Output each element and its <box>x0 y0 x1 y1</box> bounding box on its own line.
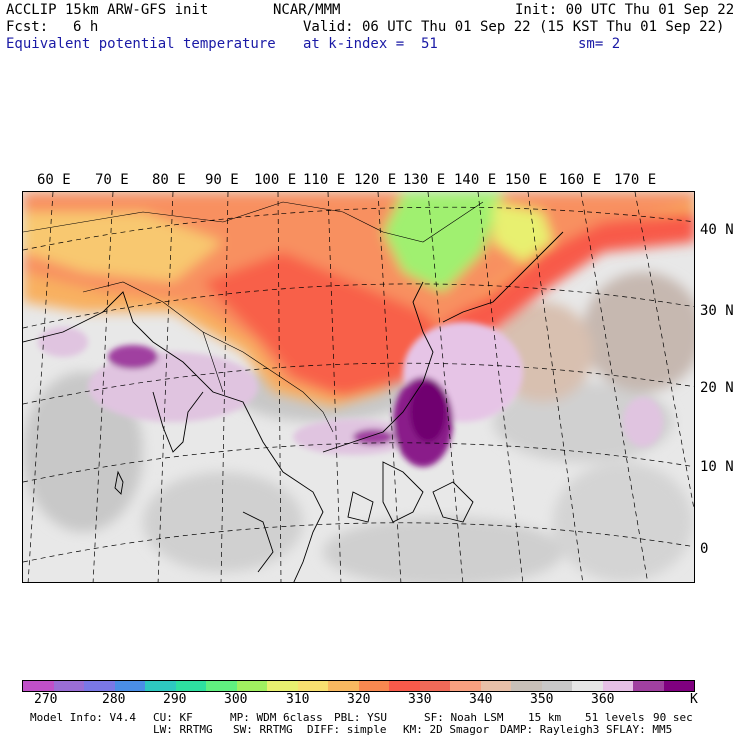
lon-label: 90 E <box>205 172 239 188</box>
init-time: Init: 00 UTC Thu 01 Sep 22 <box>515 2 735 18</box>
colorbar-swatch <box>297 681 328 691</box>
field-purple-areas <box>38 322 663 467</box>
graticule <box>23 192 694 582</box>
model-info-sw: SW: RRTMG <box>233 723 293 736</box>
lat-label: 30 N <box>700 303 734 319</box>
org-label: NCAR/MMM <box>273 2 341 18</box>
colorbar-tick: 350 <box>530 692 554 707</box>
lon-label: 170 E <box>614 172 657 188</box>
lon-label: 130 E <box>403 172 446 188</box>
lon-label: 80 E <box>152 172 186 188</box>
model-info-mp: MP: WDM 6class <box>230 711 323 724</box>
colorbar-tick: 280 <box>102 692 126 707</box>
lon-label: 100 E <box>254 172 297 188</box>
theta-e-field-map <box>23 192 694 582</box>
colorbar-swatch <box>267 681 298 691</box>
coastlines <box>23 231 564 582</box>
colorbar-swatch <box>602 681 633 691</box>
lon-label: 120 E <box>354 172 397 188</box>
field-name: Equivalent potential temperature <box>6 36 276 52</box>
lon-label: 160 E <box>559 172 602 188</box>
colorbar-tick: 270 <box>34 692 58 707</box>
colorbar-tick: 300 <box>224 692 248 707</box>
colorbar-tick: 290 <box>163 692 187 707</box>
model-title: ACCLIP 15km ARW-GFS init <box>6 2 209 18</box>
colorbar-swatch <box>572 681 603 691</box>
colorbar-swatch <box>541 681 572 691</box>
lon-label: 150 E <box>505 172 548 188</box>
colorbar-tick: 310 <box>286 692 310 707</box>
colorbar-tick: 360 <box>591 692 615 707</box>
lon-label: 110 E <box>303 172 346 188</box>
model-info-damp: DAMP: Rayleigh3 <box>500 723 600 736</box>
model-info-version: Model Info: V4.4 <box>30 711 136 724</box>
level-index: at k-index = 51 <box>303 36 438 52</box>
colorbar-unit: K <box>690 692 698 707</box>
lat-label: 20 N <box>700 380 734 396</box>
colorbar-tick: 330 <box>408 692 432 707</box>
colorbar-swatch <box>511 681 542 691</box>
colorbar-swatch <box>450 681 481 691</box>
smoothing-label: sm= 2 <box>578 36 621 52</box>
field-warm-band <box>23 192 694 407</box>
map-panel <box>22 191 695 583</box>
lat-label: 40 N <box>700 222 734 238</box>
lat-label: 0 <box>700 541 709 557</box>
colorbar-swatch <box>419 681 450 691</box>
lon-label: 140 E <box>454 172 497 188</box>
colorbar-swatch <box>389 681 420 691</box>
colorbar-swatch <box>480 681 511 691</box>
lat-label: 10 N <box>700 459 734 475</box>
model-info-timestep: 90 sec <box>653 711 693 724</box>
forecast-hours: 6 h <box>73 19 99 35</box>
country-borders <box>23 201 484 433</box>
colorbar-swatch <box>53 681 84 691</box>
field-gray-patches <box>23 272 694 582</box>
colorbar-swatch <box>633 681 664 691</box>
lon-label: 60 E <box>37 172 71 188</box>
colorbar-swatch <box>23 681 54 691</box>
colorbar-swatch <box>358 681 389 691</box>
model-info-levels: 51 levels <box>585 711 645 724</box>
model-info-km: KM: 2D Smagor <box>403 723 490 736</box>
colorbar-swatch <box>114 681 145 691</box>
model-info-sflay: SFLAY: MM5 <box>606 723 673 736</box>
model-info-sf: SF: Noah LSM <box>424 711 504 724</box>
colorbar-tick: 340 <box>469 692 493 707</box>
model-info-lw: LW: RRTMG <box>153 723 213 736</box>
colorbar-swatch <box>206 681 237 691</box>
colorbar-swatch <box>236 681 267 691</box>
colorbar-tick: 320 <box>347 692 371 707</box>
colorbar <box>22 680 695 692</box>
colorbar-swatch <box>175 681 206 691</box>
valid-time: Valid: 06 UTC Thu 01 Sep 22 (15 KST Thu … <box>303 19 725 35</box>
colorbar-swatch <box>328 681 359 691</box>
model-info-resolution: 15 km <box>528 711 562 724</box>
forecast-label: Fcst: <box>6 19 49 35</box>
model-info-diff: DIFF: simple <box>307 723 387 736</box>
colorbar-swatch <box>84 681 115 691</box>
model-info-pbl: PBL: YSU <box>334 711 387 724</box>
colorbar-swatch <box>663 681 694 691</box>
model-info-cu: CU: KF <box>153 711 193 724</box>
colorbar-swatch <box>145 681 176 691</box>
lon-label: 70 E <box>95 172 129 188</box>
